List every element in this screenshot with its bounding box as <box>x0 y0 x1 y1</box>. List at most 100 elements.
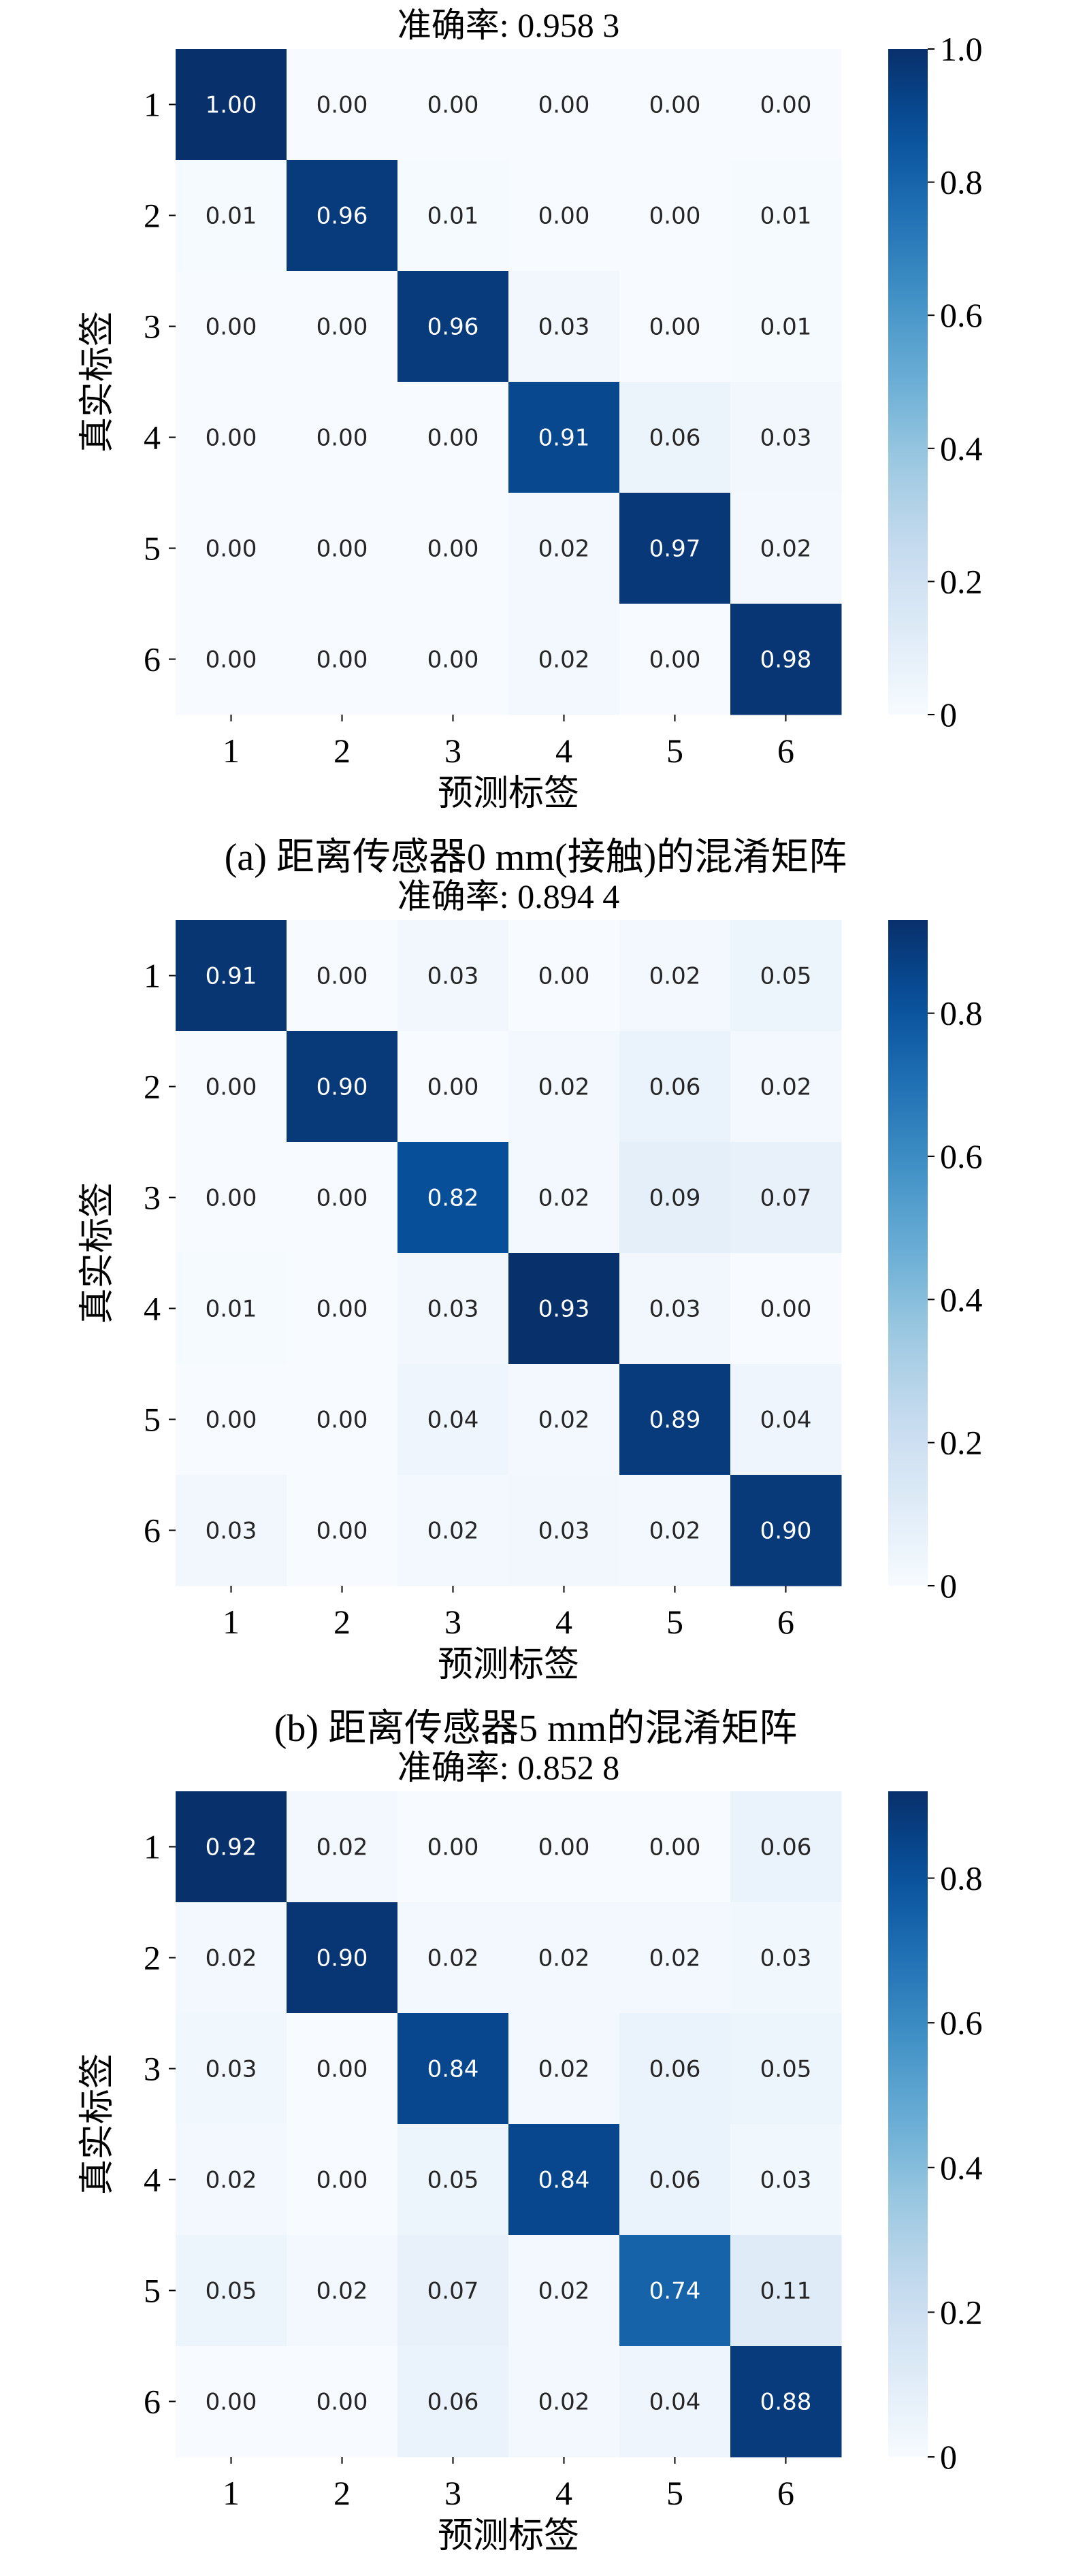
colorbar-tick-label: 0.8 <box>940 1859 983 1897</box>
cell-value-label: 0.00 <box>649 314 701 341</box>
heatmap-cell <box>619 271 731 382</box>
cell-value-label: 0.05 <box>760 2056 812 2083</box>
cell-value-label: 0.74 <box>649 2278 701 2305</box>
cell-value-label: 0.84 <box>427 2056 479 2083</box>
cell-value-label: 0.00 <box>427 92 479 119</box>
heatmap-cell <box>397 1791 509 1903</box>
cell-value-label: 0.01 <box>760 314 812 341</box>
heatmap-cell <box>508 2235 620 2347</box>
cell-value-label: 0.89 <box>649 1407 701 1434</box>
heatmap-cell <box>508 1031 620 1143</box>
heatmap-cell <box>287 271 398 382</box>
y-tick-label: 5 <box>144 2272 161 2310</box>
cell-value-label: 0.06 <box>649 2167 701 2194</box>
heatmap-panel-2: 准确率: 0.894 4 0.91 0.00 0.03 0.00 0.02 0.05 0.00… <box>78 877 983 1750</box>
heatmap-cell <box>508 1364 620 1476</box>
colorbar-tick-label: 0.8 <box>940 994 983 1032</box>
chart-title: 准确率: 0.894 4 <box>397 877 619 915</box>
cell-value-label: 0.00 <box>206 647 257 674</box>
heatmap-cell <box>508 1253 620 1365</box>
cell-value-label: 0.02 <box>427 1945 479 1972</box>
cell-value-label: 0.82 <box>427 1185 479 1212</box>
heatmap-cell <box>619 604 731 715</box>
cell-value-label: 0.90 <box>760 1518 812 1545</box>
heatmap-cell <box>619 1142 731 1254</box>
cell-value-label: 0.02 <box>538 1185 590 1212</box>
y-tick-label: 1 <box>144 957 161 995</box>
cell-value-label: 0.00 <box>649 92 701 119</box>
y-tick-label: 6 <box>144 640 161 679</box>
heatmap-cell <box>176 2013 287 2125</box>
cell-value-label: 0.03 <box>206 1518 257 1545</box>
heatmap-cell <box>730 1902 842 2014</box>
cell-value-label: 0.02 <box>760 1074 812 1101</box>
cell-value-label: 0.02 <box>538 536 590 563</box>
heatmap-cell <box>287 2346 398 2458</box>
cell-value-label: 0.02 <box>760 536 812 563</box>
heatmap-cell <box>287 493 398 604</box>
heatmap-cell <box>508 160 620 272</box>
heatmap-cell <box>397 2124 509 2236</box>
cell-value-label: 0.03 <box>649 1296 701 1323</box>
heatmap-cell <box>508 1142 620 1254</box>
x-tick-label: 5 <box>666 2474 683 2512</box>
cell-value-label: 0.00 <box>206 1407 257 1434</box>
heatmap-cell <box>287 2013 398 2125</box>
cell-value-label: 0.01 <box>427 203 479 230</box>
colorbar-tick-label: 0.8 <box>940 163 983 201</box>
heatmap-cell <box>730 920 842 1032</box>
heatmap-cell <box>397 493 509 604</box>
heatmap-cell <box>508 1475 620 1586</box>
colorbar <box>888 1791 928 2457</box>
cell-value-label: 0.02 <box>538 1945 590 1972</box>
cell-value-label: 0.03 <box>538 314 590 341</box>
heatmap-cell <box>730 1253 842 1365</box>
heatmap-cell <box>730 2124 842 2236</box>
heatmap-cell <box>287 604 398 715</box>
cell-value-label: 0.91 <box>538 425 590 452</box>
cell-value-label: 0.00 <box>316 2389 368 2416</box>
cell-value-label: 0.02 <box>649 963 701 990</box>
heatmap-cell <box>508 493 620 604</box>
cell-value-label: 0.05 <box>206 2278 257 2305</box>
cell-value-label: 0.97 <box>649 536 701 563</box>
y-tick-label: 5 <box>144 529 161 568</box>
cell-value-label: 0.02 <box>316 1834 368 1861</box>
x-tick-label: 5 <box>666 732 683 770</box>
y-tick-label: 2 <box>144 197 161 235</box>
cell-value-label: 0.98 <box>760 647 812 674</box>
cell-value-label: 0.06 <box>760 1834 812 1861</box>
cell-value-label: 0.00 <box>427 1074 479 1101</box>
x-tick-label: 3 <box>444 1603 461 1641</box>
cell-value-label: 0.00 <box>649 203 701 230</box>
heatmap-cell <box>619 920 731 1032</box>
cell-value-label: 0.93 <box>538 1296 590 1323</box>
cell-value-label: 0.00 <box>649 1834 701 1861</box>
x-tick-label: 1 <box>223 732 240 770</box>
heatmap-cell <box>287 1475 398 1586</box>
heatmap-cell <box>287 920 398 1032</box>
cell-value-label: 0.90 <box>316 1945 368 1972</box>
x-tick-label: 6 <box>777 2474 794 2512</box>
heatmap-cell <box>397 1031 509 1143</box>
heatmap-cell <box>176 1253 287 1365</box>
heatmap-cell <box>397 160 509 272</box>
heatmap-cell <box>508 604 620 715</box>
heatmap-cell <box>730 382 842 493</box>
x-tick-label: 4 <box>555 732 572 770</box>
cell-value-label: 0.04 <box>427 1407 479 1434</box>
cell-value-label: 0.03 <box>206 2056 257 2083</box>
heatmap-cell <box>176 49 287 161</box>
cell-value-label: 0.00 <box>427 536 479 563</box>
heatmap-cell <box>619 2013 731 2125</box>
heatmap-cell <box>619 1791 731 1903</box>
heatmap-cell <box>619 1031 731 1143</box>
heatmap-cell <box>176 1902 287 2014</box>
heatmap-cell <box>287 1902 398 2014</box>
cell-value-label: 0.02 <box>649 1518 701 1545</box>
heatmap-panel-3: 准确率: 0.852 8 0.92 0.02 0.00 0.00 0.00 0.06 0.02… <box>78 1748 983 2556</box>
cell-value-label: 0.09 <box>649 1185 701 1212</box>
cell-value-label: 0.00 <box>316 2056 368 2083</box>
colorbar-tick-label: 0.4 <box>940 2149 983 2187</box>
heatmap-cell <box>619 2124 731 2236</box>
